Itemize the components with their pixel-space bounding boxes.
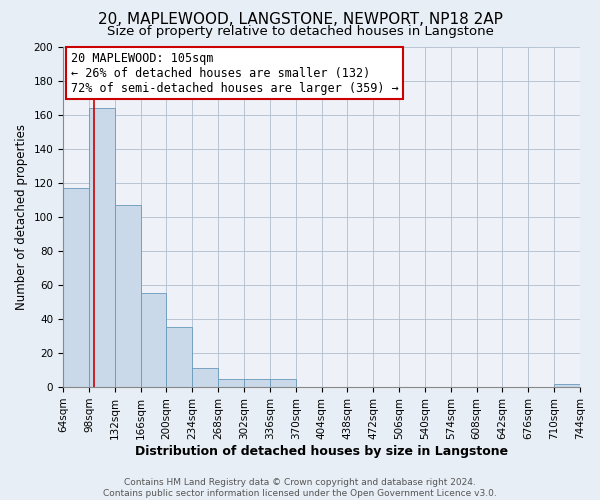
Bar	[270, 378, 296, 387]
Text: 20 MAPLEWOOD: 105sqm
← 26% of detached houses are smaller (132)
72% of semi-deta: 20 MAPLEWOOD: 105sqm ← 26% of detached h…	[71, 52, 398, 94]
Bar	[140, 294, 166, 387]
Text: Size of property relative to detached houses in Langstone: Size of property relative to detached ho…	[107, 25, 493, 38]
Bar	[554, 384, 580, 387]
Bar	[89, 108, 115, 387]
Bar	[244, 378, 270, 387]
Y-axis label: Number of detached properties: Number of detached properties	[15, 124, 28, 310]
Bar	[166, 328, 192, 387]
X-axis label: Distribution of detached houses by size in Langstone: Distribution of detached houses by size …	[135, 444, 508, 458]
Bar	[218, 378, 244, 387]
Bar	[115, 205, 140, 387]
Text: 20, MAPLEWOOD, LANGSTONE, NEWPORT, NP18 2AP: 20, MAPLEWOOD, LANGSTONE, NEWPORT, NP18 …	[98, 12, 502, 28]
Text: Contains HM Land Registry data © Crown copyright and database right 2024.
Contai: Contains HM Land Registry data © Crown c…	[103, 478, 497, 498]
Bar	[63, 188, 89, 387]
Bar	[192, 368, 218, 387]
